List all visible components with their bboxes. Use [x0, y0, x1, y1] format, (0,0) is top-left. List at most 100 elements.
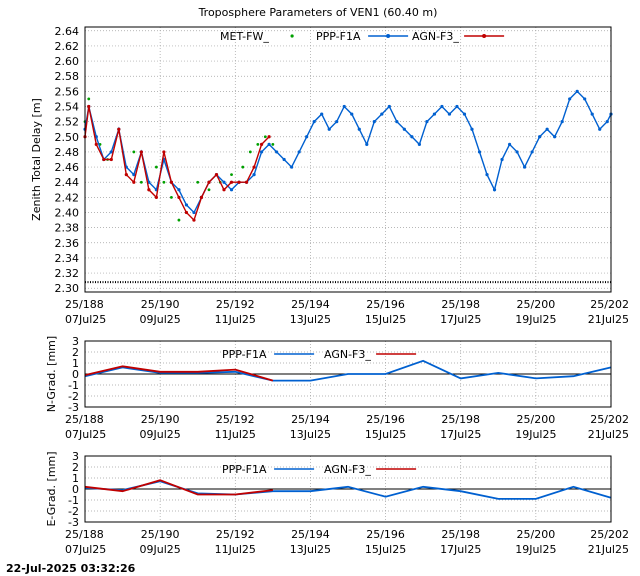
series-point	[109, 157, 113, 162]
x-tick-label: 25/190	[141, 413, 180, 426]
series-point	[538, 135, 542, 139]
series-point	[350, 112, 354, 116]
y-tick-label: 3	[72, 335, 79, 348]
y-axis-label: N-Grad. [mm]	[45, 336, 58, 412]
series-point	[102, 157, 106, 162]
series-point	[252, 165, 256, 169]
y-tick-label: 2.44	[55, 176, 80, 189]
y-tick-label: 2.36	[55, 237, 80, 250]
y-tick-label: 2.30	[55, 282, 80, 295]
series-point	[275, 150, 279, 154]
series-point	[147, 188, 151, 192]
y-tick-label: 3	[72, 450, 79, 463]
plot-frame	[84, 455, 612, 523]
legend-label: AGN-F3_	[324, 348, 371, 361]
series-point	[192, 210, 196, 215]
y-tick-label: 2.58	[55, 70, 80, 83]
series-point	[222, 188, 226, 192]
x-tick-date-label: 11Jul25	[215, 313, 256, 326]
x-tick-date-label: 11Jul25	[215, 428, 256, 441]
x-tick-label: 25/194	[291, 528, 330, 541]
y-tick-label: 1	[72, 357, 79, 370]
series-point	[327, 127, 331, 131]
series-point	[184, 210, 189, 215]
series-point	[320, 112, 324, 116]
series-point	[207, 180, 211, 184]
series-met-point	[241, 165, 245, 169]
y-tick-label: 2.40	[55, 207, 80, 220]
series-met-point	[87, 97, 91, 101]
series-point	[553, 135, 557, 139]
series-point	[575, 89, 579, 93]
series-point	[455, 104, 459, 109]
y-tick-label: 2.48	[55, 146, 80, 159]
x-tick-date-label: 07Jul25	[65, 428, 106, 441]
x-tick-date-label: 15Jul25	[365, 428, 406, 441]
series-point	[598, 127, 602, 131]
y-tick-label: -2	[68, 505, 79, 518]
x-tick-date-label: 13Jul25	[290, 543, 331, 556]
series-point	[372, 120, 376, 124]
y-tick-label: -3	[68, 401, 79, 414]
y-tick-label: -1	[68, 379, 79, 392]
x-tick-date-label: 21Jul25	[588, 543, 629, 556]
series-met-point	[162, 180, 166, 184]
series-point	[252, 173, 256, 177]
series-point	[184, 203, 189, 207]
y-tick-label: 2.38	[55, 222, 80, 235]
x-tick-date-label: 19Jul25	[515, 543, 556, 556]
x-tick-date-label: 07Jul25	[65, 543, 106, 556]
series-point	[177, 195, 181, 199]
x-tick-label: 25/188	[65, 298, 104, 311]
x-tick-label: 25/194	[291, 413, 330, 426]
y-tick-label: 2.52	[55, 116, 80, 129]
series-point	[177, 188, 181, 192]
series-point	[132, 180, 136, 184]
series-point	[545, 127, 549, 131]
series-point	[342, 104, 346, 109]
series-point	[500, 157, 504, 162]
series-point	[117, 127, 121, 131]
series-point	[297, 150, 301, 154]
y-tick-label: 2.54	[55, 101, 80, 114]
series-point	[568, 97, 572, 101]
series-point	[267, 135, 271, 139]
y-tick-label: -1	[68, 494, 79, 507]
y-tick-label: 2.32	[55, 267, 80, 280]
series-point	[312, 120, 316, 124]
series-line-ppp-f1a	[84, 359, 612, 382]
x-tick-label: 25/192	[216, 413, 255, 426]
legend-label: PPP-F1A	[316, 30, 361, 43]
plot-frame	[84, 340, 612, 408]
x-tick-label: 25/202	[590, 413, 629, 426]
series-point	[192, 218, 196, 222]
series-met-point	[263, 135, 267, 139]
legend-marker	[290, 34, 294, 38]
series-point	[229, 180, 234, 184]
series-met-point	[196, 180, 200, 184]
series-met-point	[139, 180, 143, 184]
series-point	[522, 165, 527, 169]
series-point	[530, 150, 534, 154]
series-point	[365, 142, 369, 146]
y-tick-label: 2.34	[55, 252, 80, 265]
y-tick-label: 0	[72, 368, 79, 381]
series-point	[462, 112, 467, 116]
series-point	[380, 112, 384, 116]
series-point	[139, 150, 143, 154]
x-tick-date-label: 09Jul25	[140, 543, 181, 556]
x-tick-date-label: 19Jul25	[515, 313, 556, 326]
series-point	[507, 142, 512, 146]
x-tick-date-label: 15Jul25	[365, 313, 406, 326]
y-tick-label: 0	[72, 483, 79, 496]
series-point	[590, 112, 594, 116]
series-line-ppp-f1a	[84, 480, 612, 500]
series-point	[199, 195, 204, 199]
series-point	[447, 112, 452, 116]
plot-frame	[84, 26, 612, 293]
series-point	[515, 150, 519, 154]
y-axis-label: Zenith Total Delay [m]	[30, 98, 43, 221]
x-tick-label: 25/198	[441, 298, 480, 311]
